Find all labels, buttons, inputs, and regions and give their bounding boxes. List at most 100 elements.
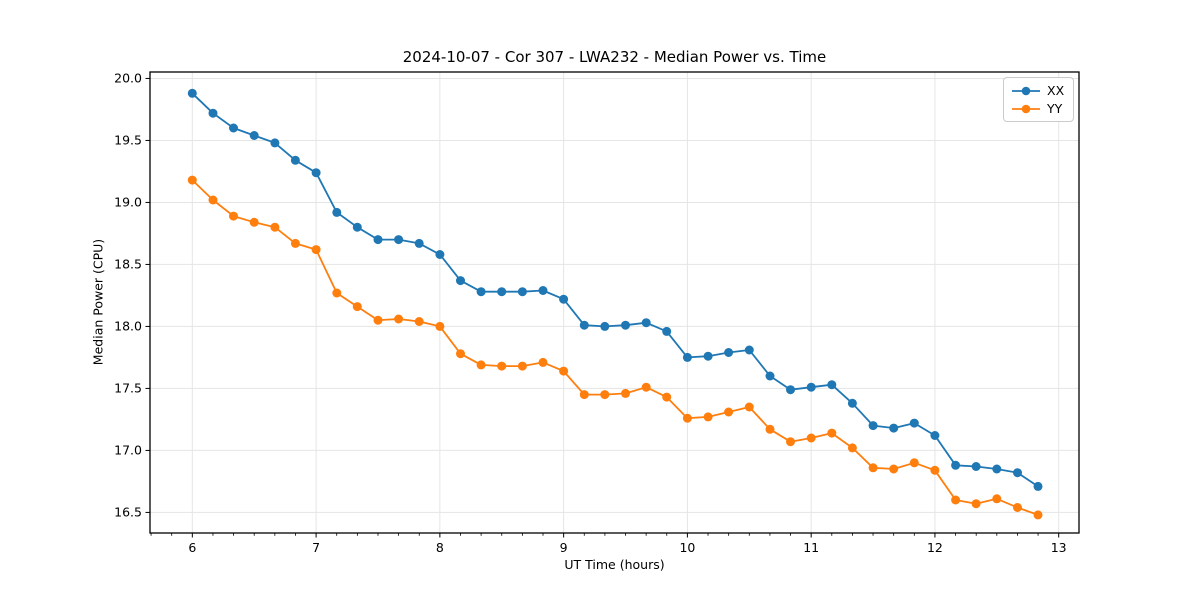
series-marker-yy [517,361,527,371]
x-tick-label: 8 [436,540,444,555]
series-marker-yy [270,222,280,232]
series-marker-yy [847,443,857,453]
series-marker-yy [930,465,940,475]
series-marker-xx [311,168,321,178]
y-tick-label: 18.0 [114,319,142,334]
series-marker-xx [827,380,837,390]
series-marker-xx [868,421,878,431]
series-marker-xx [538,286,548,295]
series-marker-yy [497,361,507,371]
y-tick-label: 19.0 [114,195,142,210]
series-marker-yy [971,499,981,509]
series-marker-yy [1033,510,1043,520]
series-marker-xx [476,287,486,297]
series-marker-xx [579,320,589,330]
legend: XX YY [1003,77,1075,122]
series-marker-yy [621,388,630,398]
series-marker-yy [909,458,919,468]
series-marker-yy [744,402,754,412]
series-marker-yy [373,315,383,325]
series-marker-xx [744,345,754,355]
series-marker-yy [414,317,424,326]
series-marker-xx [847,398,857,408]
series-marker-yy [290,238,300,248]
series-marker-yy [827,428,837,438]
series-marker-xx [724,348,734,357]
series-marker-xx [352,222,362,232]
series-marker-yy [435,321,445,331]
y-tick-label: 16.5 [114,505,142,520]
legend-entry-yy: YY [1011,101,1064,116]
series-marker-xx [435,250,445,259]
series-marker-xx [249,131,259,140]
series-marker-yy [682,413,692,423]
series-marker-yy [229,211,238,221]
x-tick-label: 12 [927,540,943,555]
series-marker-xx [703,351,713,361]
series-marker-yy [579,390,589,400]
legend-line-marker-icon [1012,104,1040,113]
series-marker-yy [600,390,610,400]
series-marker-xx [621,320,630,330]
y-tick-label: 17.0 [114,443,142,458]
x-tick-label: 10 [679,540,695,555]
series-marker-xx [600,321,610,331]
series-marker-yy [249,217,259,227]
x-tick-label: 13 [1051,540,1067,555]
x-axis-title: UT Time (hours) [564,557,665,572]
series-marker-xx [971,462,981,471]
series-marker-yy [786,437,795,447]
series-marker-xx [497,287,507,297]
legend-label: XX [1047,83,1065,98]
y-tick-label: 18.5 [114,257,142,272]
series-marker-xx [662,326,672,336]
series-marker-yy [992,494,1002,504]
series-marker-yy [951,495,961,505]
series-marker-yy [352,302,362,312]
series-marker-yy [868,463,878,473]
series-marker-yy [703,412,713,422]
plot-border [149,71,1080,534]
series-marker-xx [1033,481,1043,491]
y-tick-label: 19.5 [114,133,142,148]
legend-label: YY [1047,101,1063,116]
series-marker-xx [1013,468,1022,478]
x-tick-label: 7 [312,540,320,555]
series-marker-xx [641,318,651,328]
x-tick-label: 9 [560,540,568,555]
series-marker-xx [517,287,527,297]
series-marker-yy [476,360,486,370]
series-marker-xx [682,352,692,362]
series-marker-xx [559,294,569,304]
y-tick-label: 17.5 [114,381,142,396]
series-marker-yy [456,349,465,359]
x-tick-label: 11 [803,540,819,555]
series-marker-yy [662,392,672,402]
y-axis-title: Median Power (CPU) [90,238,106,366]
series-marker-xx [208,108,218,118]
series-marker-yy [765,424,775,434]
series-marker-xx [290,155,300,165]
series-marker-xx [992,464,1002,474]
series-marker-xx [414,238,424,248]
legend-entry-xx: XX [1011,83,1064,98]
series-marker-xx [806,382,816,392]
series-marker-yy [538,357,548,367]
series-marker-xx [765,371,775,381]
series-marker-yy [208,195,218,205]
series-marker-yy [332,288,342,298]
series-marker-yy [724,407,734,417]
chart-title: 2024-10-07 - Cor 307 - LWA232 - Median P… [402,48,827,66]
series-marker-yy [889,464,899,474]
legend-line-marker-icon [1012,86,1040,95]
series-marker-yy [311,245,321,255]
series-marker-xx [456,276,465,286]
series-marker-xx [332,207,342,217]
y-tick-label: 20.0 [114,71,142,86]
series-marker-xx [373,235,383,245]
series-marker-xx [889,423,899,433]
series-marker-xx [786,385,795,395]
series-marker-yy [187,175,197,185]
